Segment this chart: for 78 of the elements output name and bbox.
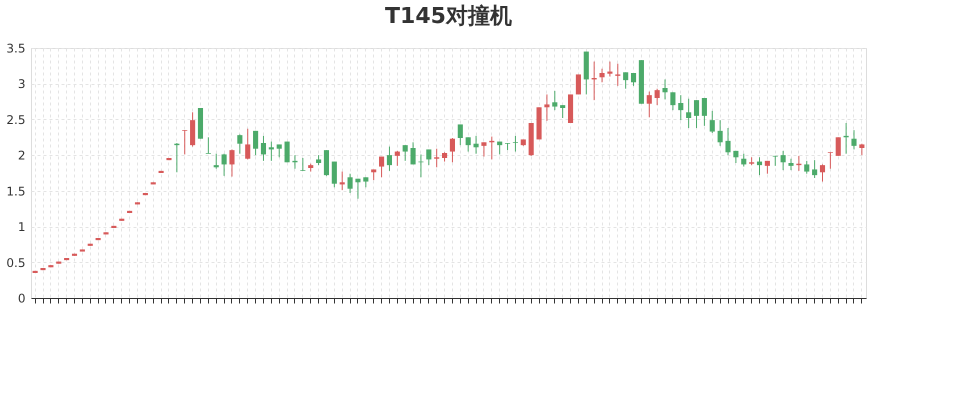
candlestick — [174, 142, 180, 173]
candlestick — [481, 142, 486, 158]
candlestick — [418, 154, 424, 178]
candlestick — [576, 74, 581, 95]
candlestick — [764, 160, 770, 174]
candlestick — [253, 130, 258, 156]
candlestick — [402, 144, 408, 162]
y-tick-label: 3 — [18, 77, 26, 92]
candlestick — [780, 150, 786, 171]
candlestick — [630, 72, 636, 86]
candlestick — [426, 148, 432, 166]
candlestick — [592, 61, 597, 101]
candlestick — [268, 141, 274, 162]
candlestick — [552, 90, 558, 111]
candlestick — [725, 128, 731, 156]
candlestick — [214, 153, 219, 170]
candlestick — [348, 173, 353, 194]
y-tick-label: 1.5 — [6, 184, 26, 198]
candlestick — [733, 150, 738, 164]
candlestick — [599, 68, 605, 83]
candlestick — [678, 94, 684, 121]
candlestick — [615, 63, 620, 86]
candlestick — [623, 72, 628, 90]
candlestick — [607, 61, 612, 78]
candlestick — [812, 160, 818, 178]
y-tick-label: 0.5 — [6, 256, 26, 270]
candlestick — [222, 153, 227, 176]
candlestick — [844, 122, 849, 154]
candlestick — [741, 153, 746, 168]
candlestick — [340, 171, 345, 191]
candlestick — [654, 88, 660, 106]
candlestick — [229, 148, 235, 178]
candlestick — [292, 154, 298, 170]
candlestick — [410, 142, 416, 165]
candlestick — [386, 146, 392, 172]
candlestick — [245, 128, 250, 160]
candlestick — [474, 135, 479, 154]
candlestick — [276, 144, 282, 158]
candlestick — [694, 100, 700, 128]
candlestick — [686, 98, 692, 128]
candlestick — [237, 134, 242, 154]
candlestick — [458, 124, 463, 146]
candlestick — [284, 141, 290, 163]
y-tick-label: 0 — [18, 292, 26, 306]
candlestick — [182, 130, 188, 155]
candlestick — [851, 130, 857, 150]
candlestick — [662, 78, 668, 100]
candlestick — [646, 91, 652, 118]
candlestick — [300, 158, 306, 172]
candlestick — [702, 98, 707, 126]
candlestick — [260, 135, 266, 162]
candlestick — [804, 160, 810, 174]
chart-title: T145对撞机 — [385, 4, 512, 29]
candlestick — [836, 136, 841, 156]
candlestick — [379, 156, 384, 178]
candlestick — [796, 155, 802, 172]
candlestick — [756, 156, 762, 176]
y-tick-label: 1 — [18, 220, 26, 234]
candlestick — [710, 110, 715, 134]
candlestick — [497, 141, 502, 155]
candlestick — [670, 92, 676, 111]
candlestick — [442, 152, 448, 162]
y-tick-label: 3.5 — [6, 42, 26, 56]
candlestick — [788, 158, 794, 171]
y-tick-label: 2 — [18, 148, 26, 163]
y-tick-label: 2.5 — [6, 112, 26, 127]
candlestick — [489, 136, 494, 160]
candlestick — [355, 178, 361, 200]
candlestick — [560, 104, 566, 118]
candlestick — [394, 150, 400, 166]
candlestick — [450, 138, 455, 163]
candlestick — [332, 161, 337, 188]
candlestick — [466, 136, 471, 152]
candlestick — [820, 164, 826, 182]
candlestick — [718, 120, 723, 146]
candlestick — [859, 143, 864, 156]
candlestick — [316, 154, 322, 166]
candlestick — [544, 94, 550, 122]
